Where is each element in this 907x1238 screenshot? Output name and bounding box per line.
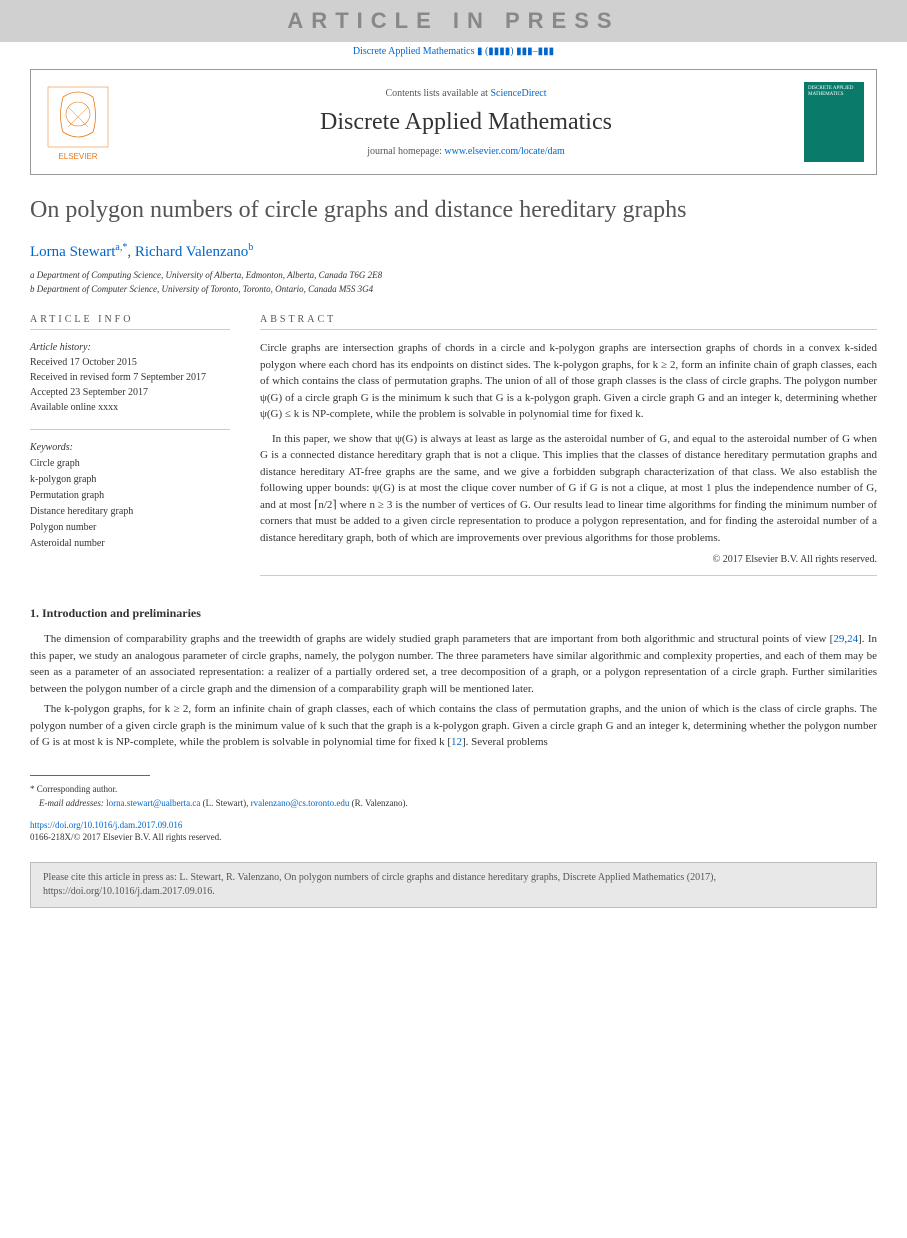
sciencedirect-link[interactable]: ScienceDirect bbox=[490, 88, 546, 99]
journal-homepage: journal homepage: www.elsevier.com/locat… bbox=[128, 146, 804, 157]
ref-24-link[interactable]: 24 bbox=[847, 633, 858, 645]
keyword-4: Distance hereditary graph bbox=[30, 504, 230, 520]
authors-line: Lorna Stewarta,*, Richard Valenzanob bbox=[30, 242, 877, 261]
section-1-heading: 1. Introduction and preliminaries bbox=[30, 606, 877, 621]
ref-29-link[interactable]: 29 bbox=[833, 633, 844, 645]
affiliations: a Department of Computing Science, Unive… bbox=[30, 269, 877, 296]
doi-link[interactable]: https://doi.org/10.1016/j.dam.2017.09.01… bbox=[30, 820, 877, 830]
p2-text-b: ]. Several problems bbox=[462, 736, 548, 748]
author-1[interactable]: Lorna Stewart bbox=[30, 244, 115, 260]
p1-text-a: The dimension of comparability graphs an… bbox=[44, 633, 833, 645]
keyword-2: k-polygon graph bbox=[30, 472, 230, 488]
svg-text:ELSEVIER: ELSEVIER bbox=[58, 152, 97, 161]
journal-reference: Discrete Applied Mathematics ▮ (▮▮▮▮) ▮▮… bbox=[0, 46, 907, 57]
author-1-marks: a,* bbox=[115, 242, 127, 253]
divider bbox=[260, 575, 877, 576]
email-1-name: (L. Stewart), bbox=[203, 798, 249, 808]
contents-prefix: Contents lists available at bbox=[385, 88, 490, 99]
keyword-3: Permutation graph bbox=[30, 488, 230, 504]
keyword-1: Circle graph bbox=[30, 456, 230, 472]
history-accepted: Accepted 23 September 2017 bbox=[30, 385, 230, 400]
email-1-link[interactable]: lorna.stewart@ualberta.ca bbox=[106, 798, 200, 808]
history-online: Available online xxxx bbox=[30, 400, 230, 415]
abstract-text: Circle graphs are intersection graphs of… bbox=[260, 340, 877, 546]
section-1: 1. Introduction and preliminaries The di… bbox=[30, 606, 877, 751]
footnote-separator bbox=[30, 775, 150, 776]
keywords-label: Keywords: bbox=[30, 440, 230, 456]
keywords: Keywords: Circle graph k-polygon graph P… bbox=[30, 440, 230, 552]
author-2[interactable]: Richard Valenzano bbox=[135, 244, 248, 260]
section-1-p1: The dimension of comparability graphs an… bbox=[30, 631, 877, 697]
article-in-press-banner: ARTICLE IN PRESS bbox=[0, 0, 907, 42]
email-line: E-mail addresses: lorna.stewart@ualberta… bbox=[30, 796, 877, 810]
contents-line: Contents lists available at ScienceDirec… bbox=[128, 88, 804, 99]
abstract-p2: In this paper, we show that ψ(G) is alwa… bbox=[260, 431, 877, 547]
abstract-p1: Circle graphs are intersection graphs of… bbox=[260, 340, 877, 423]
corresponding-author: * Corresponding author. bbox=[30, 782, 877, 796]
main-content: On polygon numbers of circle graphs and … bbox=[0, 195, 907, 842]
footnotes: * Corresponding author. E-mail addresses… bbox=[30, 782, 877, 811]
affiliation-b: b Department of Computer Science, Univer… bbox=[30, 283, 877, 297]
article-title: On polygon numbers of circle graphs and … bbox=[30, 195, 877, 226]
citation-box: Please cite this article in press as: L.… bbox=[30, 862, 877, 908]
homepage-link[interactable]: www.elsevier.com/locate/dam bbox=[444, 146, 564, 157]
elsevier-logo: ELSEVIER bbox=[43, 82, 113, 162]
journal-header: ELSEVIER Contents lists available at Sci… bbox=[30, 69, 877, 175]
keyword-5: Polygon number bbox=[30, 520, 230, 536]
copyright-line: © 2017 Elsevier B.V. All rights reserved… bbox=[260, 554, 877, 565]
affiliation-a: a Department of Computing Science, Unive… bbox=[30, 269, 877, 283]
divider bbox=[30, 429, 230, 430]
ref-12-link[interactable]: 12 bbox=[451, 736, 462, 748]
article-info-label: ARTICLE INFO bbox=[30, 314, 230, 330]
header-center: Contents lists available at ScienceDirec… bbox=[128, 88, 804, 157]
email-2-link[interactable]: rvalenzano@cs.toronto.edu bbox=[251, 798, 350, 808]
homepage-prefix: journal homepage: bbox=[367, 146, 444, 157]
article-history: Article history: Received 17 October 201… bbox=[30, 340, 230, 415]
abstract-label: ABSTRACT bbox=[260, 314, 877, 330]
journal-cover-thumb: DISCRETE APPLIED MATHEMATICS bbox=[804, 82, 864, 162]
section-1-text: The dimension of comparability graphs an… bbox=[30, 631, 877, 751]
info-abstract-row: ARTICLE INFO Article history: Received 1… bbox=[30, 314, 877, 576]
abstract-col: ABSTRACT Circle graphs are intersection … bbox=[260, 314, 877, 576]
email-2-name: (R. Valenzano). bbox=[352, 798, 408, 808]
history-label: Article history: bbox=[30, 340, 230, 355]
keyword-6: Asteroidal number bbox=[30, 536, 230, 552]
article-info-col: ARTICLE INFO Article history: Received 1… bbox=[30, 314, 230, 576]
author-2-marks: b bbox=[248, 242, 253, 253]
history-revised: Received in revised form 7 September 201… bbox=[30, 370, 230, 385]
journal-name: Discrete Applied Mathematics bbox=[128, 109, 804, 136]
section-1-p2: The k-polygon graphs, for k ≥ 2, form an… bbox=[30, 701, 877, 751]
email-label: E-mail addresses: bbox=[39, 798, 104, 808]
history-received: Received 17 October 2015 bbox=[30, 355, 230, 370]
issn-copyright: 0166-218X/© 2017 Elsevier B.V. All right… bbox=[30, 832, 877, 842]
